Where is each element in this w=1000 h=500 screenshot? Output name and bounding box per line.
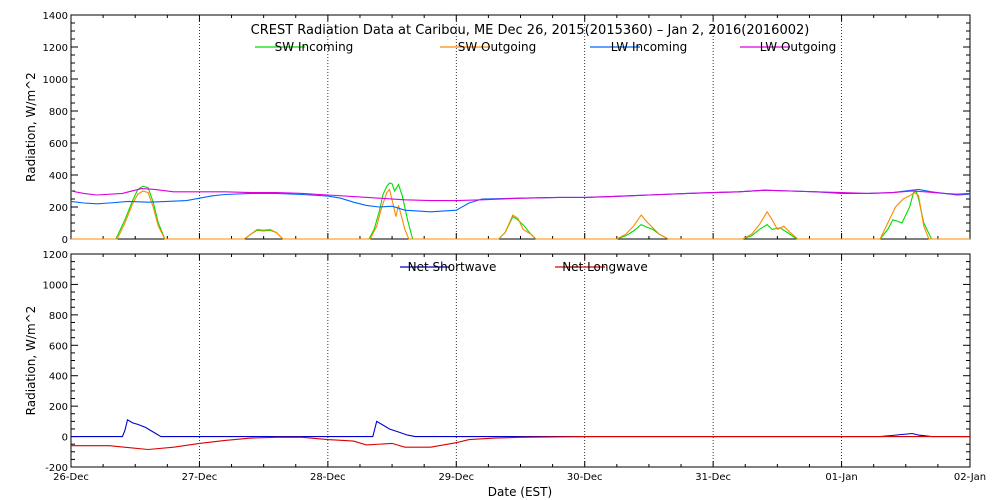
x-tick-label: 01-Jan bbox=[825, 472, 857, 483]
y-tick-label: 1200 bbox=[43, 43, 68, 54]
y-tick-label: 600 bbox=[49, 341, 68, 352]
y-tick-label: 1000 bbox=[43, 75, 68, 86]
legend-label: LW Outgoing bbox=[760, 40, 837, 54]
x-tick-label: 27-Dec bbox=[182, 472, 218, 483]
top-panel: 0 200 400 600 800 1000 1200 1400 Radiation, W/m^… bbox=[24, 11, 971, 246]
x-tick-label: 31-Dec bbox=[695, 472, 731, 483]
legend-label: Net Shortwave bbox=[408, 260, 497, 274]
y-tick-label: 800 bbox=[49, 107, 68, 118]
y-tick-label: 200 bbox=[49, 203, 68, 214]
legend-label: SW Outgoing bbox=[458, 40, 537, 54]
y-axis-title: Radiation, W/m^2 bbox=[24, 306, 38, 416]
y-tick-label: 400 bbox=[49, 171, 68, 182]
x-tick-label: 02-Jan bbox=[954, 472, 986, 483]
x-tick-label: 30-Dec bbox=[567, 472, 603, 483]
x-tick-label: 26-Dec bbox=[53, 472, 89, 483]
legend-label: LW Incoming bbox=[611, 40, 688, 54]
bottom-panel: -200 0 200 400 600 800 1000 1200 Radiation, W/m^… bbox=[24, 250, 986, 483]
y-tick-label: -200 bbox=[45, 463, 68, 474]
y-tick-label: 200 bbox=[49, 402, 68, 413]
y-tick-label: 1400 bbox=[43, 11, 68, 22]
y-tick-label: 1000 bbox=[43, 280, 68, 291]
x-axis-title: Date (EST) bbox=[488, 485, 552, 499]
series-line-sw-outgoing bbox=[71, 188, 970, 240]
y-tick-label: 0 bbox=[62, 235, 68, 246]
series-line-net-longwave bbox=[71, 436, 970, 451]
y-axis-title: Radiation, W/m^2 bbox=[24, 72, 38, 182]
y-tick-label: 1200 bbox=[43, 250, 68, 261]
y-tick-label: 0 bbox=[62, 433, 68, 444]
plot-frame bbox=[70, 253, 971, 468]
legend-label: Net Longwave bbox=[562, 260, 648, 274]
y-tick-label: 400 bbox=[49, 372, 68, 383]
series-line-net-shortwave bbox=[71, 418, 970, 438]
y-tick-label: 600 bbox=[49, 139, 68, 150]
x-tick-label: 28-Dec bbox=[310, 472, 346, 483]
series-line-lw-outgoing bbox=[70, 188, 971, 202]
y-tick-label: 800 bbox=[49, 311, 68, 322]
x-tick-label: 29-Dec bbox=[438, 472, 474, 483]
legend-label: SW Incoming bbox=[275, 40, 354, 54]
chart-title: CREST Radiation Data at Caribou, ME Dec … bbox=[251, 23, 810, 38]
